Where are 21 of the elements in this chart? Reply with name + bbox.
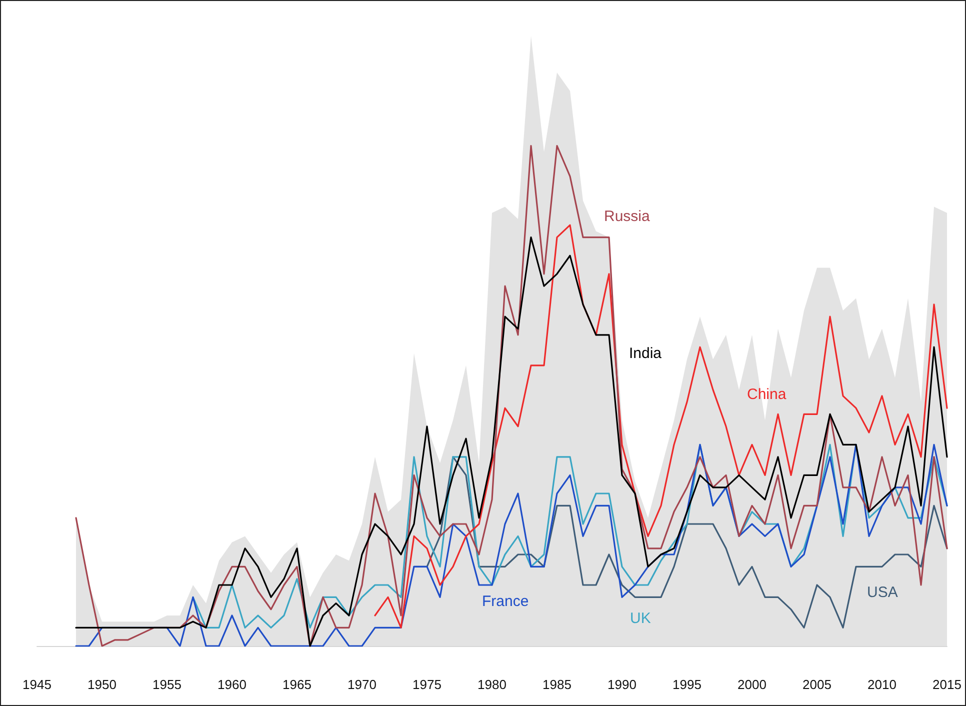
x-tick-label: 1960 [218,677,246,692]
series-label: UK [630,610,651,627]
x-tick-label: 1995 [672,677,702,692]
series-label: India [629,345,662,362]
series-label: Russia [604,208,651,225]
x-tick-label: 1950 [88,677,116,692]
x-tick-label: 1980 [478,677,506,692]
x-tick-label: 1945 [22,677,52,692]
series-label: China [747,386,787,403]
x-tick-label: 1970 [348,677,376,692]
x-tick-label: 1965 [282,677,312,692]
x-tick-label: 2005 [802,677,832,692]
x-tick-label: 1990 [608,677,636,692]
series-label: France [482,593,529,610]
x-tick-label: 2015 [932,677,962,692]
x-tick-label: 2010 [868,677,896,692]
x-tick-label: 1985 [542,677,572,692]
series-label: USA [867,584,898,601]
x-tick-label: 2000 [738,677,766,692]
x-tick-label: 1955 [152,677,182,692]
x-tick-label: 1975 [412,677,442,692]
